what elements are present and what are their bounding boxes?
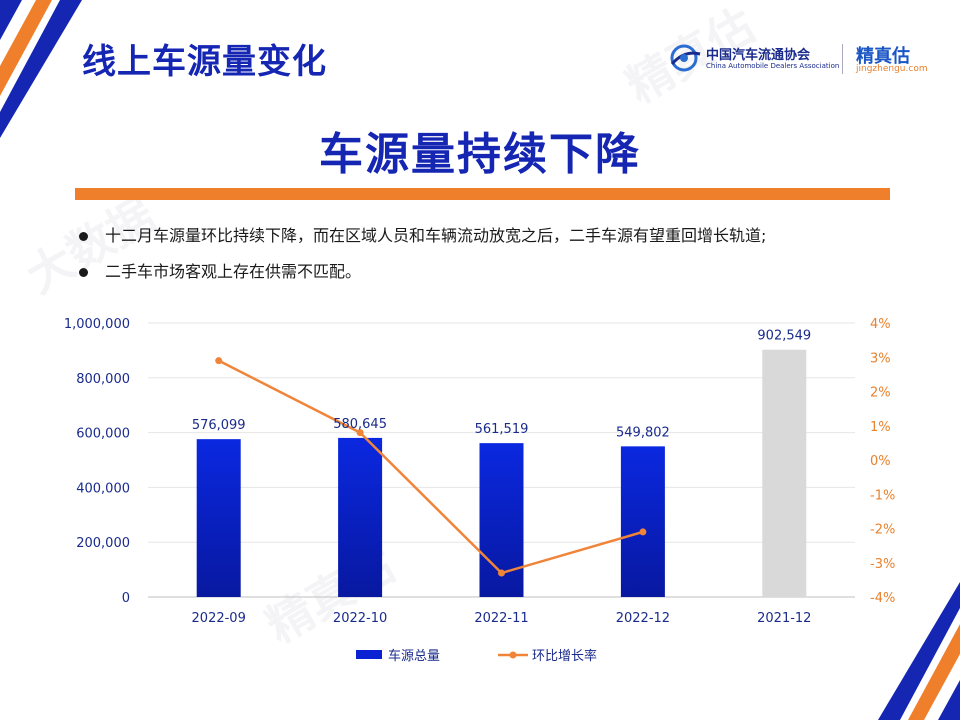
bar xyxy=(620,446,665,597)
growth-rate-point xyxy=(356,429,364,437)
orange-divider xyxy=(75,188,890,200)
bullet-item: 二手车市场客观上存在供需不匹配。 xyxy=(76,258,916,294)
y-axis-tick-label: 0 xyxy=(122,591,130,606)
x-axis-tick-label: 2021-12 xyxy=(757,611,811,626)
cada-logo-english: China Automobile Dealers Association xyxy=(706,62,840,70)
corner-decoration-bottom-right xyxy=(878,582,960,720)
y2-axis-tick-label: -2% xyxy=(870,523,895,538)
bar-data-label: 580,645 xyxy=(333,417,387,432)
y2-axis-tick-label: -1% xyxy=(870,488,895,503)
y2-axis-tick-label: 3% xyxy=(870,351,891,366)
x-axis-tick-label: 2022-09 xyxy=(192,611,246,626)
growth-rate-point xyxy=(639,528,647,536)
bar-series xyxy=(196,349,807,597)
y-axis-tick-label: 400,000 xyxy=(76,481,130,496)
line-series xyxy=(215,357,647,577)
legend-bar-swatch xyxy=(356,650,382,659)
bar xyxy=(762,349,807,597)
data-labels: 576,099 580,645 561,519 549,802 902,549 xyxy=(192,329,811,441)
jingzhengu-logo-name: 精真估 xyxy=(856,46,910,67)
logo-divider xyxy=(842,44,843,74)
x-axis-tick-label: 2022-10 xyxy=(333,611,387,626)
y2-axis-tick-label: -3% xyxy=(870,557,895,572)
y2-axis-tick-label: -4% xyxy=(870,591,895,606)
bar-data-label: 561,519 xyxy=(475,422,529,437)
cada-logo-icon xyxy=(670,44,701,72)
bullet-list: 十二月车源量环比持续下降，而在区域人员和车辆流动放宽之后，二手车源有望重回增长轨… xyxy=(76,222,916,294)
y-axis-tick-label: 800,000 xyxy=(76,372,130,387)
legend: 车源总量 环比增长率 xyxy=(356,648,597,664)
jingzhengu-logo-url: jingzhengu.com xyxy=(856,64,928,74)
bullet-dot-icon xyxy=(79,268,88,277)
y-axis-tick-label: 200,000 xyxy=(76,536,130,551)
y2-axis-tick-label: 2% xyxy=(870,386,891,401)
page-title: 线上车源量变化 xyxy=(82,42,327,82)
headline: 车源量持续下降 xyxy=(319,129,641,180)
bullet-text: 十二月车源量环比持续下降，而在区域人员和车辆流动放宽之后，二手车源有望重回增长轨… xyxy=(105,226,767,245)
logo-area: 中国汽车流通协会 China Automobile Dealers Associ… xyxy=(668,40,938,80)
axes: 0 200,000 400,000 600,000 800,000 1,000,000 -4… xyxy=(64,317,896,626)
growth-rate-point xyxy=(498,569,505,577)
y-axis-tick-label: 600,000 xyxy=(76,427,130,442)
legend-bar-label: 车源总量 xyxy=(388,648,440,664)
growth-rate-line xyxy=(218,359,644,575)
bar xyxy=(196,439,241,597)
x-axis-tick-label: 2022-11 xyxy=(474,611,528,626)
combo-chart: 576,099 580,645 561,519 549,802 902,549 0 200… xyxy=(64,317,896,664)
y2-axis-tick-label: 4% xyxy=(870,317,891,332)
growth-rate-point xyxy=(215,357,223,365)
corner-decoration-top-left xyxy=(0,0,82,138)
y2-axis-tick-label: 0% xyxy=(870,454,891,469)
bar xyxy=(338,437,383,597)
bullet-text: 二手车市场客观上存在供需不匹配。 xyxy=(105,262,362,281)
legend-line-marker xyxy=(509,651,517,659)
bar-data-label: 576,099 xyxy=(192,418,246,433)
y2-axis-tick-label: 1% xyxy=(870,420,891,435)
x-axis-tick-label: 2022-12 xyxy=(616,611,670,626)
bullet-dot-icon xyxy=(79,232,88,241)
y-axis-tick-label: 1,000,000 xyxy=(64,317,130,332)
cada-logo-name: 中国汽车流通协会 xyxy=(706,48,811,63)
bullet-item: 十二月车源量环比持续下降，而在区域人员和车辆流动放宽之后，二手车源有望重回增长轨… xyxy=(76,222,916,258)
legend-line-label: 环比增长率 xyxy=(532,648,597,664)
bar-data-label: 549,802 xyxy=(616,425,670,440)
bar-data-label: 902,549 xyxy=(757,329,811,344)
